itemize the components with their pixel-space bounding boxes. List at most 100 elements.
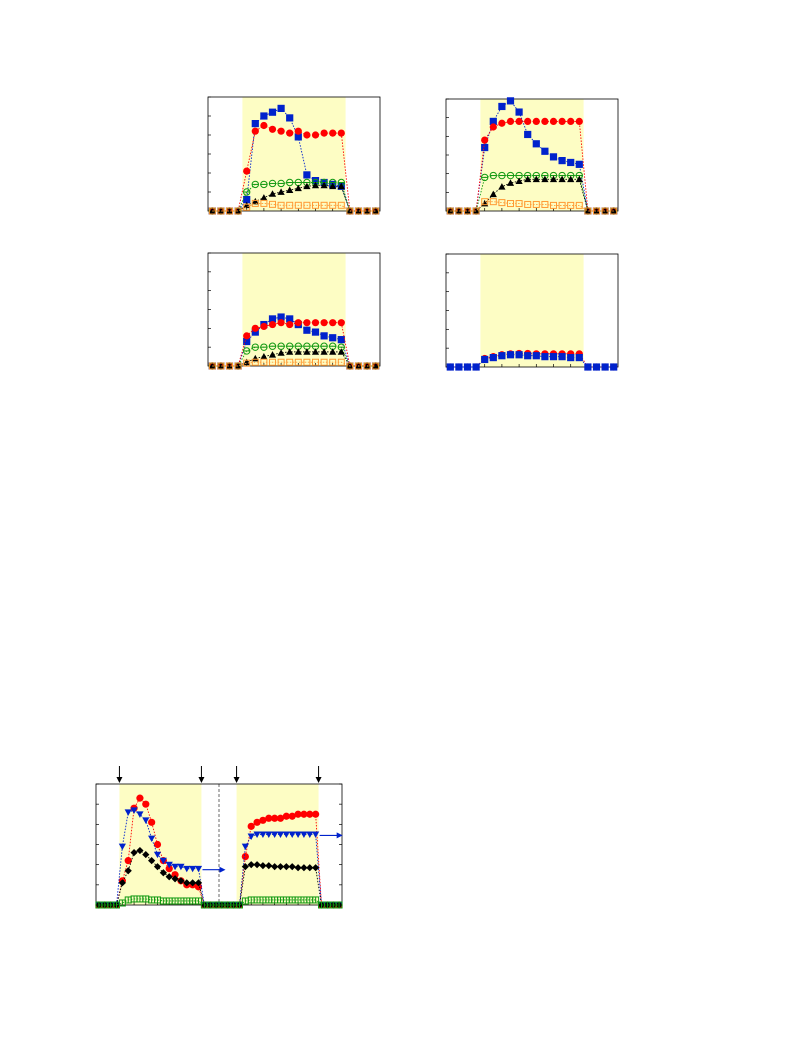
data-point-4-6 <box>260 358 268 366</box>
data-point-2-14 <box>177 877 185 885</box>
data-point-1-14 <box>567 353 575 362</box>
data-point-0-5 <box>251 328 259 336</box>
data-point-3-10 <box>294 184 302 192</box>
data-point-2-36 <box>306 864 314 872</box>
data-point-2-37 <box>312 864 320 872</box>
data-point-0-4 <box>243 196 251 204</box>
data-point-1-2 <box>463 363 472 371</box>
data-point-2-5-ring <box>251 180 260 189</box>
data-point-0-9 <box>524 130 532 139</box>
data-point-4-15 <box>337 358 345 366</box>
data-point-3-5 <box>251 197 259 205</box>
data-point-1-27 <box>253 831 261 839</box>
data-point-2-7 <box>268 342 277 350</box>
data-point-0-10 <box>153 840 162 849</box>
data-point-2-8 <box>277 179 285 188</box>
data-point-1-9 <box>524 352 532 360</box>
data-point-4-15 <box>337 201 345 209</box>
data-point-1-4 <box>481 136 489 144</box>
data-point-4-7 <box>507 200 514 208</box>
data-point-4-0 <box>208 362 216 370</box>
data-point-3-18 <box>363 207 371 214</box>
data-point-4-0 <box>208 207 216 215</box>
data-point-2-16 <box>189 879 197 887</box>
data-point-0-4 <box>243 337 251 346</box>
data-point-1-10 <box>532 352 540 360</box>
data-point-0-32 <box>282 812 290 820</box>
data-point-1-14 <box>177 863 185 871</box>
data-point-2-31 <box>276 863 285 871</box>
data-point-1-36 <box>306 831 314 839</box>
data-point-1-11 <box>303 319 311 327</box>
data-point-0-15 <box>575 160 583 168</box>
data-point-0-6 <box>260 112 268 120</box>
data-point-4-19 <box>610 207 618 215</box>
data-point-2-7 <box>268 179 277 188</box>
data-point-3-17 <box>195 897 202 905</box>
data-point-3-8 <box>515 177 523 185</box>
data-point-4-9 <box>286 358 294 366</box>
data-point-1-6 <box>130 807 138 814</box>
data-point-2-6 <box>498 171 506 180</box>
data-point-4-3 <box>472 207 480 215</box>
data-point-1-31 <box>276 831 285 839</box>
series-line-2 <box>212 345 376 367</box>
data-point-1-9 <box>286 320 294 329</box>
data-point-3-19 <box>372 207 380 214</box>
data-point-4-17 <box>355 362 362 370</box>
data-point-3-13 <box>320 348 328 355</box>
right-axis-arrow-2-head <box>336 832 343 839</box>
data-point-0-7 <box>136 794 144 802</box>
data-point-4-19 <box>372 362 380 370</box>
data-point-4-5 <box>251 199 259 207</box>
data-point-2-5-ring <box>251 343 260 351</box>
data-point-1-12 <box>311 319 320 327</box>
data-point-0-9 <box>148 818 156 826</box>
data-point-1-18 <box>601 363 609 371</box>
data-point-1-12 <box>165 861 173 869</box>
data-point-0-36 <box>306 810 314 818</box>
data-point-0-15 <box>337 336 345 344</box>
data-point-0-26 <box>247 822 255 830</box>
data-point-1-16 <box>189 865 197 873</box>
data-point-1-1 <box>455 363 463 371</box>
data-point-0-34 <box>294 810 302 818</box>
data-point-1-13 <box>558 117 566 125</box>
data-point-2-28 <box>259 862 267 870</box>
data-point-2-7-ring <box>268 179 277 188</box>
data-point-4-8 <box>277 201 285 209</box>
data-point-1-4 <box>243 332 251 340</box>
data-point-1-4 <box>481 355 489 364</box>
data-point-3-15 <box>337 348 345 355</box>
data-point-1-10 <box>153 851 162 859</box>
data-point-2-8-ring <box>277 179 285 188</box>
data-point-4-11 <box>303 201 311 209</box>
data-point-3-7 <box>268 190 277 197</box>
data-point-0-8 <box>277 104 285 112</box>
data-point-2-6-ring <box>498 171 506 180</box>
data-point-2-6 <box>260 180 268 189</box>
data-point-2-11 <box>159 869 167 877</box>
data-point-1-13 <box>171 863 179 871</box>
data-point-3-12 <box>311 348 320 355</box>
data-point-1-6 <box>498 352 506 360</box>
data-point-1-16 <box>584 363 592 371</box>
data-point-0-8 <box>515 108 523 116</box>
data-point-1-34 <box>294 831 302 839</box>
event-arrowhead-2 <box>233 777 240 783</box>
data-point-2-30 <box>271 863 279 871</box>
data-point-1-14 <box>567 117 575 125</box>
data-point-1-9 <box>286 129 294 137</box>
data-point-1-8 <box>142 817 150 824</box>
data-point-1-3 <box>472 363 480 371</box>
data-point-1-12 <box>549 117 558 125</box>
data-point-0-14 <box>329 334 337 342</box>
data-point-0-14 <box>567 158 575 167</box>
data-point-1-5 <box>489 123 497 131</box>
data-point-1-15 <box>575 353 583 362</box>
data-point-1-6 <box>260 121 268 130</box>
data-point-4-1 <box>217 207 225 215</box>
data-point-4-17 <box>593 207 600 215</box>
data-point-3-15 <box>337 182 345 190</box>
data-point-0-7 <box>268 108 277 116</box>
